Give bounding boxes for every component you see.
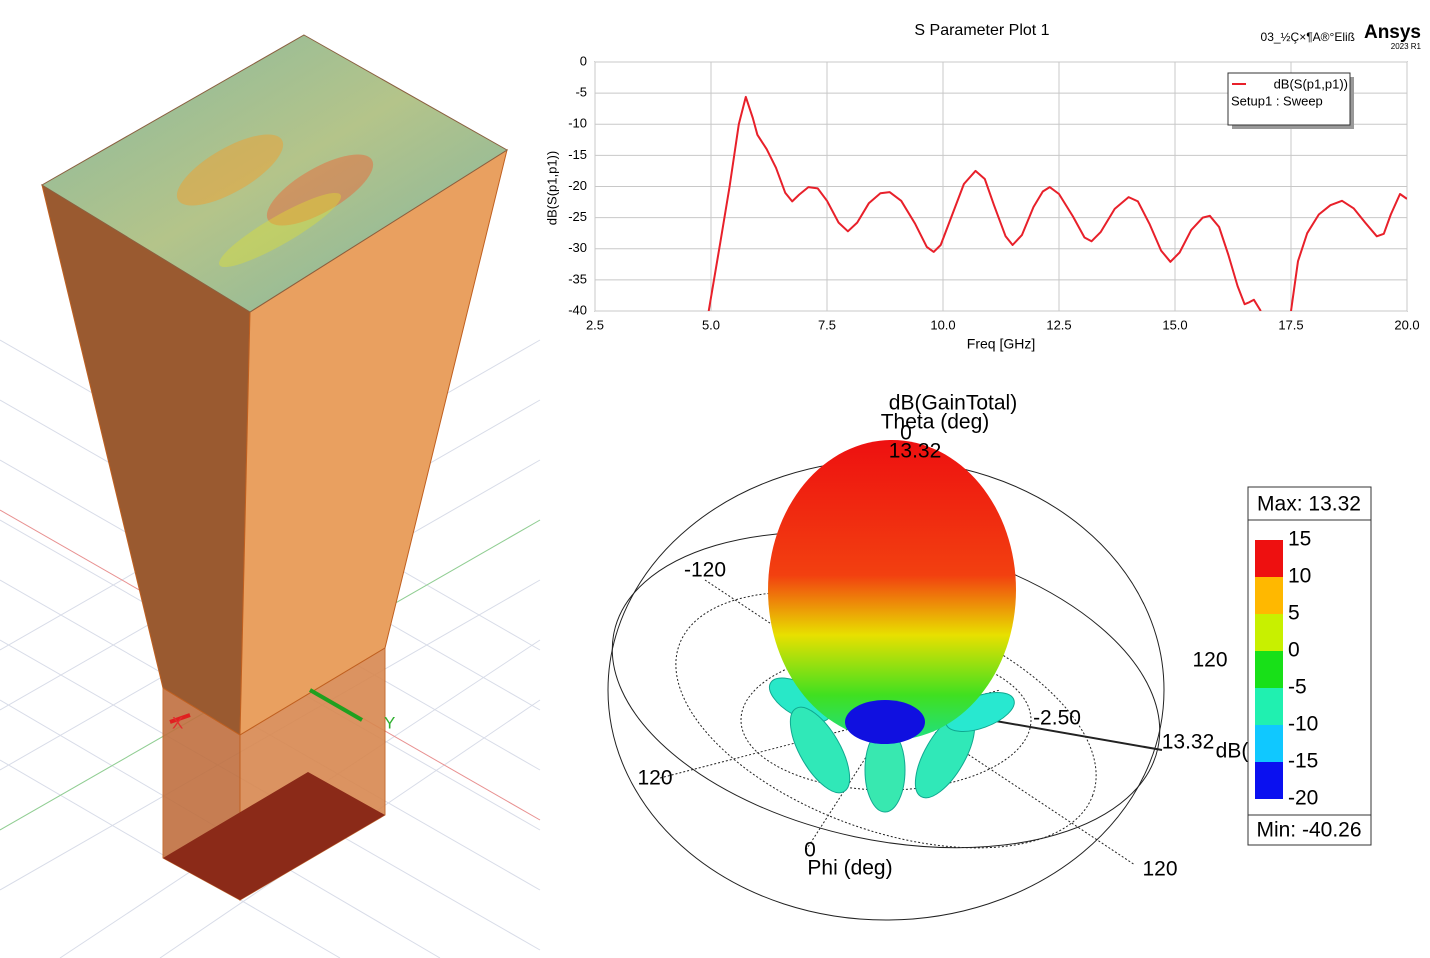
color-band: [1255, 614, 1283, 651]
legend-entry: dB(S(p1,p1)): [1274, 76, 1348, 91]
x-tick-label: 17.5: [1278, 317, 1303, 332]
x-axis-label: Freq [GHz]: [967, 336, 1035, 352]
y-tick-label: -20: [568, 178, 587, 193]
axis-arrow: [309, 688, 363, 722]
legend: [1227, 72, 1351, 126]
y-tick-label: -30: [568, 240, 587, 255]
color-tick-label: -10: [1288, 713, 1318, 736]
color-tick-label: 0: [1288, 639, 1300, 662]
x-tick-label: 2.5: [586, 317, 604, 332]
x-tick-label: 5.0: [702, 317, 720, 332]
x-tick-label: 7.5: [818, 317, 836, 332]
legend-max: Max: 13.32: [1257, 493, 1361, 516]
color-band: [1255, 651, 1283, 688]
color-band: [1255, 577, 1283, 614]
color-tick-label: -15: [1288, 750, 1318, 773]
main-lobe: [768, 440, 1016, 740]
series-line: [707, 95, 1407, 311]
x-tick-label: 15.0: [1162, 317, 1187, 332]
angle-label: 120: [637, 767, 672, 790]
angle-label: -120: [684, 559, 726, 582]
color-tick-label: 5: [1288, 602, 1300, 625]
project-name: 03_½Ç×¶A®°Eliß: [1261, 30, 1355, 44]
peak-line: [989, 719, 1163, 751]
axis-arrow: [169, 713, 191, 724]
side-lobe: [789, 706, 851, 794]
color-scale: 15 10 5 0 -5 -10 -15 -20: [1255, 528, 1318, 810]
model-view: X Y: [0, 34, 541, 958]
null-region: [845, 700, 925, 744]
color-band: [1255, 540, 1283, 577]
color-band: [1255, 725, 1283, 762]
phi-label: Phi (deg): [807, 857, 892, 880]
y-tick-label: -40: [568, 302, 587, 317]
y-axis-label: dB(S(p1,p1)): [544, 151, 559, 225]
y-tick-label: 0: [580, 53, 587, 68]
y-tick-label: -35: [568, 271, 587, 286]
field-pattern: [218, 192, 342, 268]
x-tick-label: 10.0: [930, 317, 955, 332]
color-tick-label: -5: [1288, 676, 1307, 699]
y-tick-label: -25: [568, 209, 587, 224]
color-band: [1255, 762, 1283, 799]
axis-label: Y: [384, 713, 395, 732]
angle-label: 0: [804, 839, 816, 862]
y-tick-label: -5: [575, 85, 587, 100]
waveguide-bottom: [163, 772, 385, 900]
x-tick-label: 20.0: [1394, 317, 1419, 332]
peak-label: 13.32: [889, 440, 942, 463]
axis-label: X: [172, 713, 183, 732]
color-tick-label: -20: [1288, 787, 1318, 810]
s-parameter-chart: 0 -5 -10 -15 -20 -25 -30 -35 -402.5 5.0 7.5 10.0 12.…: [568, 53, 1419, 332]
brand: Ansys: [1364, 22, 1421, 43]
color-band: [1255, 688, 1283, 725]
scale-label: dB(: [1216, 740, 1249, 763]
y-tick-label: -15: [568, 147, 587, 162]
angle-label: 120: [1142, 858, 1177, 881]
theta-zero: 0: [900, 422, 912, 445]
quantity-label: dB(GainTotal): [889, 392, 1017, 415]
x-tick-label: 12.5: [1046, 317, 1071, 332]
header: 03_½Ç×¶A®°Eliß Ansys 2023 R1: [1261, 22, 1422, 51]
scale-label: -2.50: [1033, 707, 1081, 730]
chart-title: S Parameter Plot 1: [914, 22, 1049, 39]
angle-label: 120: [1192, 649, 1227, 672]
version: 2023 R1: [1391, 42, 1422, 51]
gain-pattern: [768, 440, 1016, 813]
color-tick-label: 15: [1288, 528, 1311, 551]
color-tick-label: 10: [1288, 565, 1311, 588]
legend-min: Min: -40.26: [1256, 819, 1361, 842]
sphere-circle: [675, 591, 1097, 849]
legend-subtitle: Setup1 : Sweep: [1231, 93, 1323, 108]
aperture-face: [41, 34, 508, 313]
theta-label: Theta (deg): [881, 411, 990, 434]
scale-label: 13.32: [1162, 731, 1215, 754]
field-pattern: [176, 134, 284, 206]
field-pattern: [266, 154, 374, 226]
y-tick-label: -10: [568, 116, 587, 131]
